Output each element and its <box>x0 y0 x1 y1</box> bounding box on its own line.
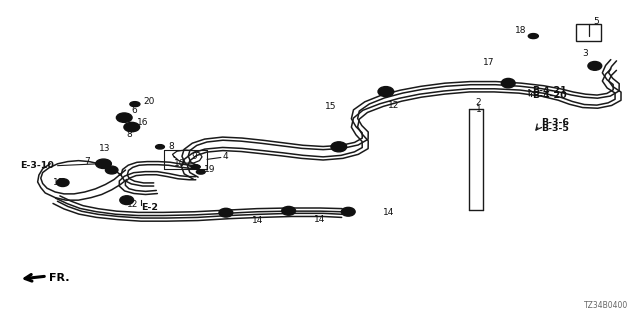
Text: E-2: E-2 <box>141 203 158 212</box>
Text: 7: 7 <box>84 157 90 166</box>
Ellipse shape <box>378 87 394 97</box>
Text: 20: 20 <box>143 98 154 107</box>
Circle shape <box>196 170 205 174</box>
Text: B-3-5: B-3-5 <box>541 124 569 132</box>
Bar <box>576 24 601 41</box>
Ellipse shape <box>124 122 140 132</box>
Ellipse shape <box>56 179 69 187</box>
Text: 15: 15 <box>325 102 337 111</box>
Text: 13: 13 <box>99 144 111 153</box>
Text: 17: 17 <box>483 58 495 67</box>
Circle shape <box>528 34 538 39</box>
Text: 18: 18 <box>515 26 526 35</box>
Ellipse shape <box>341 207 355 216</box>
Text: 3: 3 <box>582 49 588 58</box>
Text: 5: 5 <box>593 17 598 26</box>
Text: TZ34B0400: TZ34B0400 <box>584 301 628 310</box>
Text: 14: 14 <box>314 215 326 224</box>
Circle shape <box>156 145 164 149</box>
Text: 10: 10 <box>175 159 186 168</box>
Text: B-3-6: B-3-6 <box>541 118 569 127</box>
Text: 8: 8 <box>168 142 174 151</box>
Text: 19: 19 <box>204 165 216 174</box>
Text: 2: 2 <box>476 99 481 108</box>
Ellipse shape <box>331 142 347 152</box>
Ellipse shape <box>106 166 118 174</box>
Text: FR.: FR. <box>49 273 70 283</box>
Text: 12: 12 <box>127 200 138 209</box>
Text: 14: 14 <box>252 216 263 225</box>
Text: 6: 6 <box>132 106 138 115</box>
Text: 4: 4 <box>223 152 228 161</box>
Text: B-4-21: B-4-21 <box>532 86 567 95</box>
Text: 9: 9 <box>191 152 197 161</box>
Circle shape <box>191 165 200 169</box>
Text: B-4-20: B-4-20 <box>532 91 566 100</box>
Circle shape <box>130 102 140 107</box>
Text: 1: 1 <box>476 105 481 114</box>
Text: 11: 11 <box>52 178 64 187</box>
Ellipse shape <box>120 196 134 204</box>
Text: 8: 8 <box>127 130 132 139</box>
Ellipse shape <box>501 78 515 88</box>
Ellipse shape <box>96 159 111 168</box>
Ellipse shape <box>588 61 602 70</box>
Ellipse shape <box>219 208 233 217</box>
Ellipse shape <box>282 206 296 215</box>
Text: E-3-10: E-3-10 <box>20 161 54 170</box>
Text: 12: 12 <box>388 100 399 109</box>
Ellipse shape <box>116 113 132 122</box>
Text: 16: 16 <box>137 118 148 127</box>
Text: 14: 14 <box>383 208 394 217</box>
